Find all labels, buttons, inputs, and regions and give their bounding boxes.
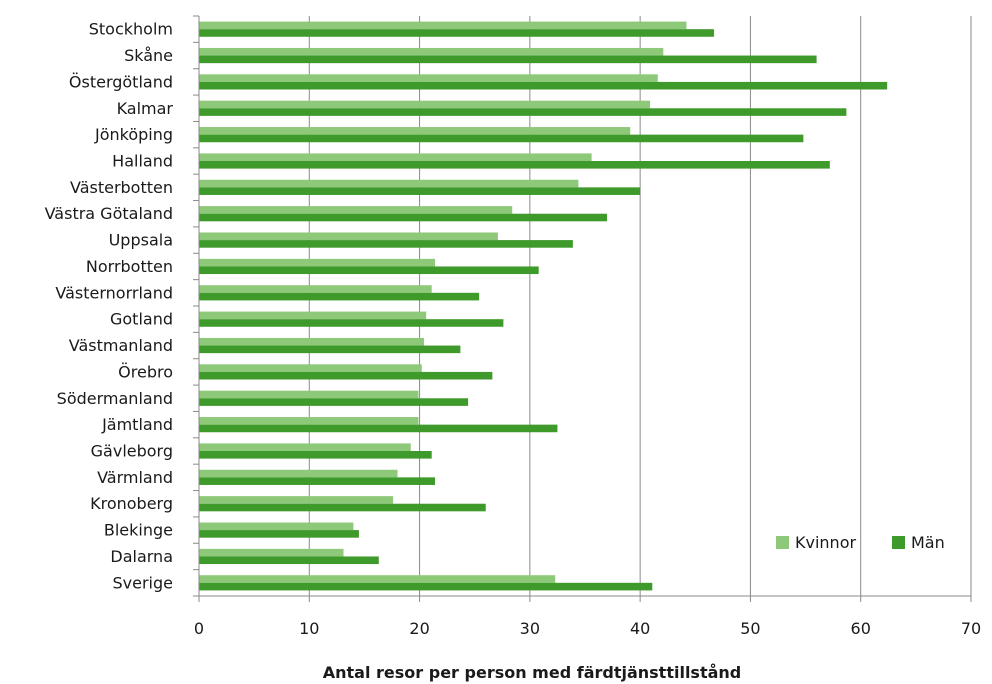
bar-man [199, 345, 461, 354]
bar-kvinnor [199, 47, 664, 56]
category-label: Sverige [113, 573, 174, 592]
bar-kvinnor [199, 522, 354, 531]
bar-man [199, 29, 715, 37]
bar-man [199, 187, 641, 195]
legend-swatch-man [892, 536, 905, 549]
bar-man [199, 134, 804, 143]
category-label: Södermanland [57, 389, 173, 408]
x-tick-label: 60 [851, 619, 871, 638]
bar-man [199, 424, 558, 433]
category-label: Örebro [118, 362, 173, 381]
bar-man [199, 530, 359, 538]
category-label: Blekinge [104, 521, 173, 540]
category-label: Värmland [97, 468, 173, 487]
bar-kvinnor [199, 127, 631, 135]
bar-man [199, 240, 573, 248]
x-tick-label: 50 [740, 619, 760, 638]
bar-kvinnor [199, 390, 419, 399]
bar-kvinnor [199, 417, 419, 425]
x-tick-label: 0 [194, 619, 204, 638]
bar-kvinnor [199, 285, 432, 293]
bar-kvinnor [199, 496, 394, 504]
bar-man [199, 371, 493, 380]
bar-kvinnor [199, 206, 513, 214]
bar-kvinnor [199, 337, 424, 346]
bar-kvinnor [199, 548, 344, 557]
bar-kvinnor [199, 21, 687, 30]
category-label: Västernorrland [55, 283, 173, 302]
bar-man [199, 266, 539, 275]
bar-man [199, 81, 888, 90]
bar-kvinnor [199, 179, 579, 188]
bar-kvinnor [199, 74, 658, 82]
category-label: Gävleborg [91, 442, 173, 461]
x-tick-label: 40 [630, 619, 650, 638]
legend-label-kvinnor: Kvinnor [795, 533, 856, 552]
category-label: Halland [112, 152, 173, 171]
bar-kvinnor [199, 469, 398, 478]
category-label: Skåne [124, 46, 173, 65]
category-label: Kronoberg [90, 494, 173, 513]
y-axis: Stockholm Skåne Östergötland Kalmar Jönköpin… [45, 15, 200, 597]
category-label: Kalmar [117, 99, 174, 118]
category-label: Västerbotten [70, 178, 173, 197]
bar-man [199, 582, 653, 591]
bar-man [199, 292, 480, 301]
category-label: Norrbotten [86, 257, 173, 276]
bar-man [199, 55, 817, 64]
category-label: Jämtland [101, 415, 173, 434]
bar-man [199, 451, 432, 459]
bar-kvinnor [199, 258, 436, 267]
category-label: Östergötland [69, 72, 173, 91]
category-label: Uppsala [109, 231, 173, 250]
x-tick-label: 70 [961, 619, 981, 638]
x-tick-label: 30 [520, 619, 540, 638]
category-label: Stockholm [89, 20, 173, 39]
bar-kvinnor [199, 100, 651, 109]
x-tick-label: 20 [409, 619, 429, 638]
bar-man [199, 477, 436, 485]
bar-man [199, 556, 379, 565]
category-label: Dalarna [110, 547, 173, 566]
x-axis-title: Antal resor per person med färdtjänsttil… [323, 663, 741, 682]
category-label: Västmanland [69, 336, 173, 355]
legend-swatch-kvinnor [776, 536, 789, 549]
bar-man [199, 161, 830, 169]
legend-label-man: Män [911, 533, 945, 552]
bar-kvinnor [199, 443, 411, 451]
category-label: Gotland [110, 310, 173, 329]
bar-man [199, 319, 504, 327]
bar-man [199, 213, 608, 222]
bars [199, 21, 888, 591]
bar-kvinnor [199, 153, 592, 161]
bar-kvinnor [199, 364, 422, 372]
x-axis: 0 10 20 30 40 50 60 70 [194, 595, 981, 638]
bar-man [199, 108, 847, 116]
legend: Kvinnor Män [776, 533, 945, 552]
category-label: Västra Götaland [45, 204, 173, 223]
bar-man [199, 503, 486, 512]
bar-kvinnor [199, 575, 556, 583]
bar-man [199, 398, 469, 406]
x-tick-label: 10 [299, 619, 319, 638]
category-label: Jönköping [94, 125, 173, 144]
bar-kvinnor [199, 232, 498, 241]
bar-kvinnor [199, 311, 427, 320]
